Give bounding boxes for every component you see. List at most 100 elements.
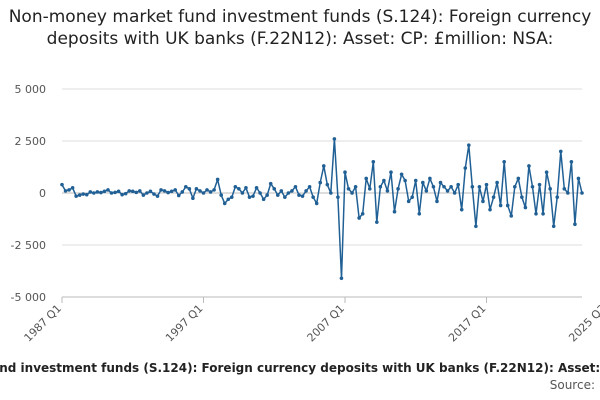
data-point	[382, 178, 386, 183]
data-point	[569, 160, 574, 164]
data-point	[219, 193, 223, 197]
data-point	[141, 193, 146, 197]
data-point	[520, 195, 524, 199]
gridlines	[62, 88, 582, 298]
data-point	[566, 191, 570, 195]
data-point	[484, 182, 489, 187]
data-point	[516, 176, 521, 181]
data-point	[357, 216, 361, 220]
data-point	[332, 137, 337, 141]
data-point	[92, 191, 96, 195]
data-point	[208, 190, 213, 194]
data-point	[123, 191, 128, 196]
y-axis: -5 000 -2 500 0 2 500 5 000	[11, 83, 46, 304]
series-line	[61, 138, 583, 280]
data-point	[392, 209, 397, 214]
data-point	[145, 191, 149, 195]
data-point	[279, 189, 284, 193]
data-point	[130, 189, 135, 194]
data-point	[304, 189, 308, 193]
data-point	[527, 164, 531, 168]
data-point	[389, 170, 393, 174]
y-tick-label: 5 000	[15, 83, 47, 96]
data-point	[442, 184, 446, 189]
data-point	[283, 195, 287, 199]
data-point	[353, 184, 358, 189]
data-point	[576, 176, 581, 181]
legend-item-label: Non-money market fund investment funds (…	[0, 361, 600, 375]
data-point	[293, 184, 298, 189]
data-point	[311, 195, 315, 199]
data-point	[187, 187, 192, 191]
data-point	[265, 193, 269, 197]
data-point	[275, 193, 280, 197]
data-point	[530, 184, 535, 189]
data-point	[481, 199, 485, 204]
data-point	[367, 187, 372, 191]
data-point	[445, 189, 450, 193]
y-tick-label: -5 000	[11, 291, 46, 304]
data-point	[477, 184, 482, 189]
data-point	[159, 188, 163, 192]
data-point	[155, 194, 160, 198]
data-point	[325, 182, 330, 187]
data-point	[488, 207, 492, 212]
data-point	[272, 187, 277, 191]
data-point	[456, 182, 460, 187]
y-tick-label: 2 500	[15, 135, 47, 148]
data-point	[237, 187, 241, 191]
data-point	[166, 190, 170, 195]
data-point	[399, 172, 404, 177]
data-point	[403, 178, 407, 183]
data-point	[512, 184, 517, 189]
data-point	[127, 189, 132, 193]
data-point	[148, 189, 153, 194]
data-point	[191, 196, 195, 200]
x-tick-label: 2025 Q3	[566, 302, 600, 345]
data-point	[551, 224, 556, 229]
data-point	[350, 191, 354, 195]
data-point	[318, 180, 323, 185]
data-point	[417, 212, 422, 216]
data-point	[138, 189, 142, 193]
data-point	[63, 189, 68, 193]
data-point	[109, 191, 114, 195]
data-point	[152, 192, 156, 196]
data-point	[321, 164, 326, 168]
data-point	[537, 182, 542, 187]
data-point	[194, 187, 199, 191]
data-point	[424, 189, 429, 193]
data-point	[573, 222, 577, 226]
data-point	[169, 189, 174, 194]
data-point	[470, 184, 475, 189]
data-point	[336, 195, 340, 199]
data-point	[435, 199, 439, 204]
data-point	[339, 276, 344, 281]
data-point	[421, 180, 425, 185]
data-point	[102, 189, 107, 194]
data-point	[314, 201, 319, 206]
data-point	[116, 189, 121, 194]
data-point	[555, 195, 560, 199]
data-point	[548, 187, 552, 191]
data-point	[81, 192, 86, 196]
data-point	[474, 224, 478, 229]
data-point	[106, 188, 110, 192]
data-point	[70, 186, 75, 190]
data-point	[198, 189, 202, 193]
data-point	[509, 214, 514, 218]
plot-area	[60, 137, 584, 281]
data-point	[99, 190, 103, 195]
data-point	[60, 182, 64, 187]
data-point	[290, 189, 294, 193]
data-point	[120, 192, 124, 197]
data-point	[244, 186, 248, 190]
data-point	[449, 184, 453, 189]
data-point	[544, 170, 549, 174]
data-point	[88, 190, 93, 194]
data-point	[360, 212, 365, 216]
data-point	[176, 193, 181, 198]
data-point	[229, 195, 234, 199]
data-point	[534, 212, 538, 216]
data-point	[467, 143, 471, 147]
